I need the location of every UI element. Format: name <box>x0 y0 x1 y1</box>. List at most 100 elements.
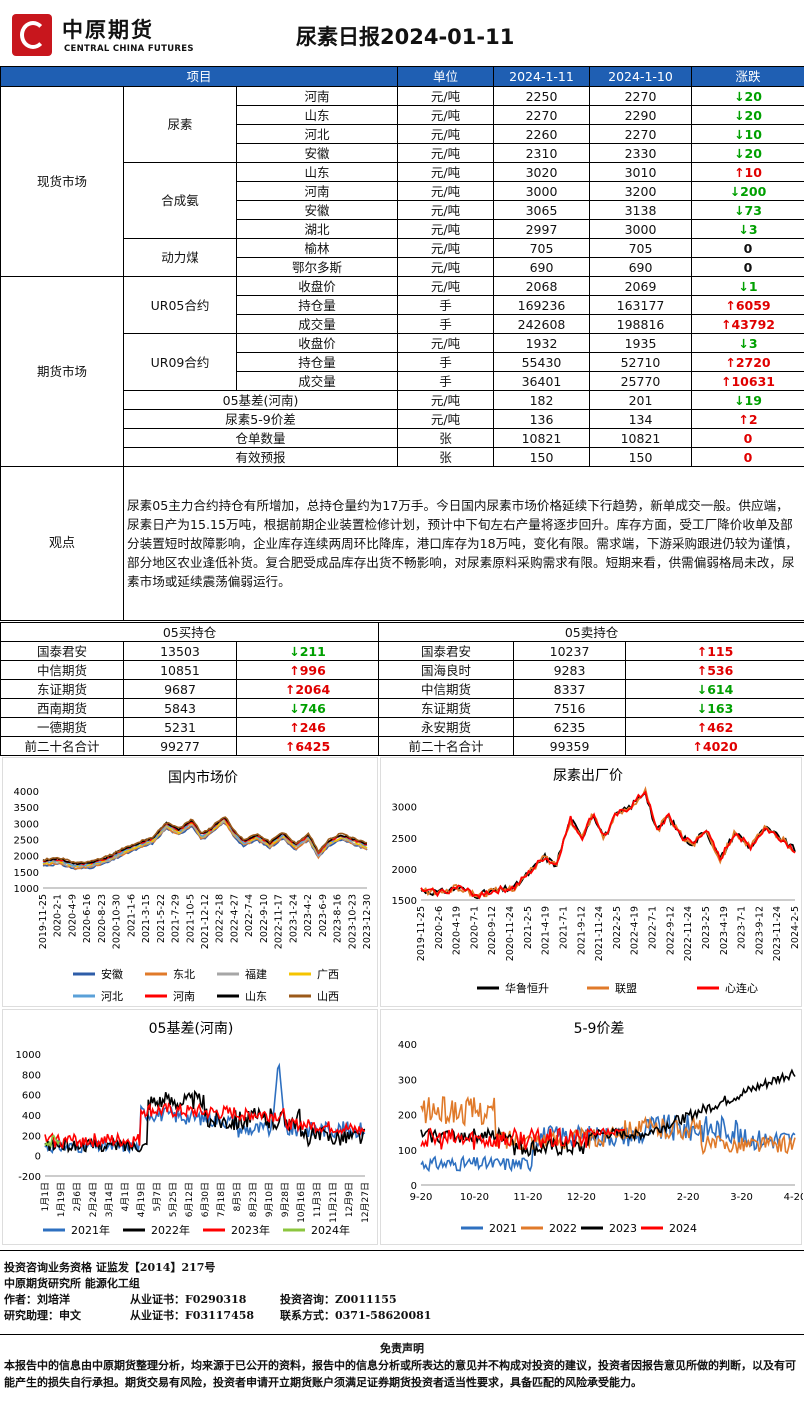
unit-cell: 张 <box>397 428 494 448</box>
block-label: 尿素 <box>123 86 237 163</box>
x-tick-label: 2月6日 <box>72 1182 83 1211</box>
value-yesterday: 3200 <box>589 181 692 201</box>
sell-broker: 东证期货 <box>378 698 515 718</box>
value-yesterday: 25770 <box>589 371 692 391</box>
legend-label: 联盟 <box>615 982 637 995</box>
value-yesterday: 2290 <box>589 105 692 125</box>
value-yesterday: 134 <box>589 409 692 429</box>
x-tick-label: 2024-2-5 <box>790 906 801 949</box>
unit-cell: 元/吨 <box>397 105 494 125</box>
position-row: 东证期货 9687 ↑2064 中信期货 8337 ↓614 <box>0 679 804 699</box>
footer-contact: 联系方式：0371-58620081 <box>280 1309 432 1322</box>
table-row: 成交量手 242608 198816 ↑43792 <box>1 314 804 334</box>
sell-broker: 前二十名合计 <box>378 736 515 756</box>
series-line-2 <box>44 1102 366 1149</box>
unit-cell: 元/吨 <box>397 333 494 353</box>
header-col-3: 2024-1-10 <box>589 66 692 87</box>
group-label: 期货市场 <box>0 276 124 467</box>
sell-volume: 7516 <box>513 698 627 718</box>
block-label: 动力煤 <box>123 238 237 277</box>
x-tick-label: 2021-2-5 <box>523 906 534 949</box>
y-tick-label: 100 <box>398 1146 417 1157</box>
x-tick-label: 2022-7-4 <box>244 894 255 937</box>
x-tick-label: 2021-11-24 <box>594 906 605 961</box>
value-today: 136 <box>493 409 590 429</box>
buy-title: 05买持仓 <box>0 622 380 642</box>
block-label: UR09合约 <box>123 333 237 391</box>
change-cell: 0 <box>691 238 804 258</box>
buy-volume: 10851 <box>123 660 237 680</box>
value-yesterday: 150 <box>589 447 692 467</box>
x-tick-label: 7月18日 <box>216 1182 227 1217</box>
row-label: 山东 <box>236 162 398 182</box>
header-col-2: 2024-1-11 <box>493 66 590 87</box>
table-row: 现货市场 尿素 河南 元/吨 2250 2270 ↓20 <box>0 86 804 277</box>
x-tick-label: 2022-2-5 <box>612 906 623 949</box>
x-tick-label: 12月27日 <box>360 1182 371 1223</box>
change-cell: ↑10631 <box>691 371 804 391</box>
x-tick-label: 2月24日 <box>88 1182 99 1217</box>
change-cell: ↓20 <box>691 143 804 163</box>
y-tick-label: 1500 <box>14 868 39 879</box>
change-cell: ↓200 <box>691 181 804 201</box>
y-tick-label: 0 <box>35 1152 41 1163</box>
x-tick-label: 2023-6-9 <box>318 894 329 937</box>
domestic-price-chart: 国内市场价 4000 3500 3000 2500 2000 1500 1000 2019-11… <box>2 757 378 1007</box>
x-tick-label: 2021-9-12 <box>576 906 587 955</box>
x-tick-label: 2020-10-30 <box>112 894 123 949</box>
value-yesterday: 690 <box>589 257 692 277</box>
logo-chinese-name: 中原期货 <box>62 18 154 42</box>
row-label: 收盘价 <box>236 333 398 353</box>
change-cell: 0 <box>691 447 804 467</box>
header-col-1: 单位 <box>397 66 494 87</box>
unit-cell: 元/吨 <box>397 276 494 296</box>
x-tick-label: 2023-4-19 <box>719 906 730 955</box>
change-cell: ↓3 <box>691 333 804 353</box>
sell-volume: 6235 <box>513 717 627 737</box>
y-tick-label: 200 <box>398 1111 417 1122</box>
buy-volume: 9687 <box>123 679 237 699</box>
value-today: 1932 <box>493 333 590 353</box>
change-cell: ↓1 <box>691 276 804 296</box>
value-yesterday: 705 <box>589 238 692 258</box>
sell-change: ↓614 <box>625 679 804 699</box>
x-tick-label: 2022-7-1 <box>648 906 659 949</box>
legend-label: 心连心 <box>725 982 758 995</box>
row-label: 安徽 <box>236 200 398 220</box>
footer-author: 作者：刘培洋 <box>4 1293 70 1306</box>
x-tick-label: 2020-2-6 <box>434 906 445 949</box>
x-tick-label: 4月19日 <box>136 1182 147 1217</box>
y-tick-label: 3000 <box>14 819 39 830</box>
x-tick-label: 1-20 <box>623 1192 646 1203</box>
y-tick-label: 200 <box>22 1131 41 1142</box>
table-row: 期货市场 UR05合约 收盘价 元/吨 2068 2069 ↓1 <box>0 276 804 467</box>
x-tick-label: 2023-11-24 <box>772 906 783 961</box>
table-row: 尿素5-9价差 元/吨 136 134 ↑2 <box>1 409 804 429</box>
change-cell: 0 <box>691 428 804 448</box>
unit-cell: 张 <box>397 447 494 467</box>
y-tick-label: 1000 <box>16 1050 41 1061</box>
x-tick-label: 2023-7-1 <box>737 906 748 949</box>
series-line-0 <box>420 790 796 900</box>
sell-change: ↑115 <box>625 641 804 661</box>
value-today: 2068 <box>493 276 590 296</box>
value-today: 55430 <box>493 352 590 372</box>
table-row: 持仓量手 169236 163177 ↑6059 <box>1 295 804 315</box>
change-cell: ↓10 <box>691 124 804 144</box>
legend-label: 山西 <box>317 990 339 1003</box>
position-row: 前二十名合计 99277 ↑6425 前二十名合计 99359 ↑4020 <box>0 736 804 756</box>
chart-title: 国内市场价 <box>168 769 238 786</box>
value-today: 10821 <box>493 428 590 448</box>
y-tick-label: 1500 <box>392 896 417 907</box>
company-logo <box>12 14 52 56</box>
unit-cell: 元/吨 <box>397 257 494 277</box>
series-line-7 <box>43 816 368 864</box>
row-label: 持仓量 <box>236 352 398 372</box>
buy-broker: 西南期货 <box>0 698 124 718</box>
table-header-row: 项目 单位 2024-1-11 2024-1-10 涨跌 <box>0 66 804 87</box>
sell-volume: 99359 <box>513 736 627 756</box>
x-tick-label: 2021-12-12 <box>200 894 211 949</box>
change-cell: ↓20 <box>691 105 804 125</box>
x-tick-label: 2023-12-30 <box>362 894 373 949</box>
y-tick-label: 600 <box>22 1091 41 1102</box>
